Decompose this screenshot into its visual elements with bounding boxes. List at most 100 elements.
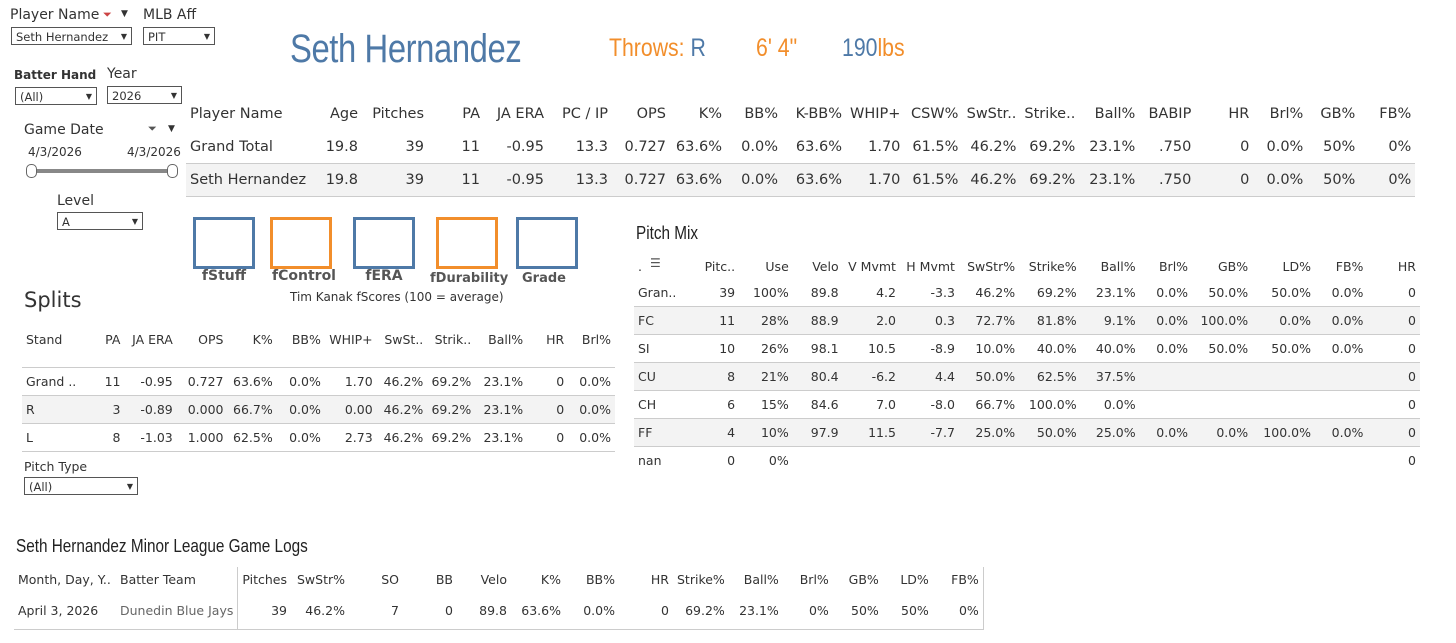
col-header[interactable]: CSW%: [910, 105, 959, 122]
col-header[interactable]: H Mvmt: [906, 258, 955, 274]
col-header[interactable]: Velo: [812, 258, 839, 274]
col-header[interactable]: PC / IP: [562, 105, 608, 122]
col-header[interactable]: SwSt..: [384, 331, 424, 347]
col-header[interactable]: PA: [105, 331, 121, 347]
table-row[interactable]: CH 6 15% 84.6 7.0 -8.0 66.7% 100.0% 0.0% 0: [634, 390, 1420, 419]
col-header[interactable]: Ball%: [1094, 105, 1136, 122]
col-header[interactable]: LD%: [900, 571, 929, 587]
table-row[interactable]: nan 0 0% 0: [634, 447, 1420, 475]
col-header[interactable]: Ball%: [488, 331, 524, 347]
col-header[interactable]: Brl%: [1269, 105, 1304, 122]
table-row[interactable]: SI 10 26% 98.1 10.5 -8.9 10.0% 40.0% 40.0% 0.0% 50…: [634, 334, 1420, 363]
col-header[interactable]: K-BB%: [795, 105, 842, 122]
col-header[interactable]: Ball%: [1100, 258, 1136, 274]
level-dropdown[interactable]: A ▼: [57, 212, 143, 230]
menu-arrow-icon[interactable]: ▼: [121, 9, 128, 19]
date-slider-handle-end[interactable]: [167, 164, 178, 178]
col-header[interactable]: GB%: [1320, 105, 1356, 122]
table-row[interactable]: R 3 -0.89 0.000 66.7% 0.0% 0.00 46.2% 69…: [22, 395, 615, 424]
col-header[interactable]: Pitc..: [704, 258, 736, 274]
col-header[interactable]: Brl%: [799, 571, 829, 587]
mlb-aff-dropdown[interactable]: PIT ▼: [143, 27, 215, 45]
table-row[interactable]: L 8 -1.03 1.000 62.5% 0.0% 2.73 46.2% 69…: [22, 423, 615, 452]
col-header[interactable]: BB%: [744, 105, 778, 122]
table-cell: 0.0%: [726, 131, 782, 164]
col-header[interactable]: FB%: [1335, 258, 1364, 274]
table-row[interactable]: Grand .. 11 -0.95 0.727 63.6% 0.0% 1.70 …: [22, 367, 615, 396]
col-header[interactable]: K%: [252, 331, 273, 347]
col-header[interactable]: WHIP+: [850, 105, 901, 122]
col-header[interactable]: FB%: [932, 567, 984, 591]
batter-hand-dropdown[interactable]: (All) ▼: [15, 87, 97, 105]
col-header[interactable]: K%: [540, 571, 561, 587]
col-header[interactable]: LD%: [1282, 258, 1311, 274]
col-header[interactable]: PA: [462, 105, 480, 122]
weight-number: 190: [842, 34, 878, 62]
col-header[interactable]: Velo: [480, 571, 507, 587]
col-header[interactable]: OPS: [636, 105, 666, 122]
col-header[interactable]: BABIP: [1148, 105, 1192, 122]
col-header[interactable]: Batter Team: [116, 567, 239, 591]
table-row[interactable]: April 3, 2026 Dunedin Blue Jays 39 46.2%…: [14, 591, 984, 630]
col-header[interactable]: Brl%: [581, 331, 611, 347]
table-cell: 50%: [882, 591, 933, 630]
table-cell: 25.0%: [958, 418, 1020, 447]
col-header[interactable]: SwStr%: [296, 571, 345, 587]
sort-icon[interactable]: ☰: [650, 256, 661, 270]
col-header[interactable]: BB%: [585, 571, 615, 587]
col-header[interactable]: GB%: [1217, 258, 1249, 274]
table-row[interactable]: Gran.. 39 100% 89.8 4.2 -3.3 46.2% 69.2% 23.1% 0.…: [634, 279, 1420, 307]
table-row[interactable]: FF 4 10% 97.9 11.5 -7.7 25.0% 50.0% 25.0% 0.0% 0.0…: [634, 418, 1420, 447]
col-header[interactable]: FB%: [1379, 105, 1412, 122]
col-header[interactable]: Pitches: [242, 571, 287, 587]
col-header[interactable]: HR: [1228, 105, 1250, 122]
year-dropdown[interactable]: 2026 ▼: [107, 86, 182, 104]
table-cell: [900, 447, 959, 475]
pitch-type-dropdown[interactable]: (All) ▼: [24, 477, 138, 495]
col-header[interactable]: Brl%: [1158, 258, 1189, 274]
col-header[interactable]: Use: [765, 258, 789, 274]
col-header[interactable]: Strike%: [1028, 258, 1077, 274]
col-header[interactable]: WHIP+: [329, 331, 373, 347]
table-row[interactable]: Seth Hernandez 19.8 39 11 -0.95 13.3 0.7…: [186, 163, 1416, 197]
col-header[interactable]: SwStr..: [966, 105, 1017, 122]
col-header[interactable]: SO: [381, 571, 399, 587]
col-header[interactable]: Stand: [26, 331, 63, 347]
filter-icon[interactable]: ⏷: [148, 122, 157, 135]
col-header[interactable]: Pitches: [372, 105, 424, 122]
col-header[interactable]: Ball%: [743, 571, 779, 587]
table-row[interactable]: Grand Total 19.8 39 11 -0.95 13.3 0.727 …: [186, 131, 1416, 164]
col-header[interactable]: .: [638, 258, 642, 274]
throws-value: R: [690, 34, 706, 62]
table-cell: Grand ..: [22, 367, 89, 396]
col-header[interactable]: Month, Day, Y..: [18, 571, 111, 587]
col-header[interactable]: Strike..: [1024, 105, 1076, 122]
table-cell: 50.0%: [1192, 279, 1253, 307]
date-slider-track[interactable]: [30, 169, 174, 173]
col-header[interactable]: Strike%: [677, 571, 725, 587]
col-header[interactable]: BB%: [291, 331, 321, 347]
date-slider-handle-start[interactable]: [26, 164, 37, 178]
throws-info: Throws: R: [609, 34, 706, 63]
col-header[interactable]: BB: [435, 571, 453, 587]
table-row[interactable]: FC 11 28% 88.9 2.0 0.3 72.7% 81.8% 9.1% 0.0% 100.0…: [634, 306, 1420, 335]
col-header[interactable]: K%: [698, 105, 722, 122]
col-header[interactable]: Age: [329, 105, 358, 122]
col-header[interactable]: V Mvmt: [848, 258, 896, 274]
col-header[interactable]: Strik..: [434, 331, 472, 347]
col-header[interactable]: OPS: [198, 331, 224, 347]
table-cell: 2.0: [842, 306, 900, 335]
col-header[interactable]: JA ERA: [132, 331, 173, 347]
col-header[interactable]: GB%: [848, 571, 879, 587]
col-header[interactable]: JA ERA: [496, 105, 544, 122]
player-name-dropdown[interactable]: Seth Hernandez ▼: [11, 27, 132, 45]
table-row[interactable]: CU 8 21% 80.4 -6.2 4.4 50.0% 62.5% 37.5% 0: [634, 362, 1420, 391]
col-header[interactable]: HR: [650, 571, 669, 587]
table-cell: 0.0%: [1252, 306, 1315, 335]
filter-icon[interactable]: ⏷: [103, 8, 112, 21]
col-header[interactable]: SwStr%: [967, 258, 1016, 274]
col-header[interactable]: HR: [546, 331, 565, 347]
menu-arrow-icon[interactable]: ▼: [168, 124, 175, 134]
col-header[interactable]: Player Name: [190, 105, 283, 122]
col-header[interactable]: HR: [1397, 258, 1416, 274]
